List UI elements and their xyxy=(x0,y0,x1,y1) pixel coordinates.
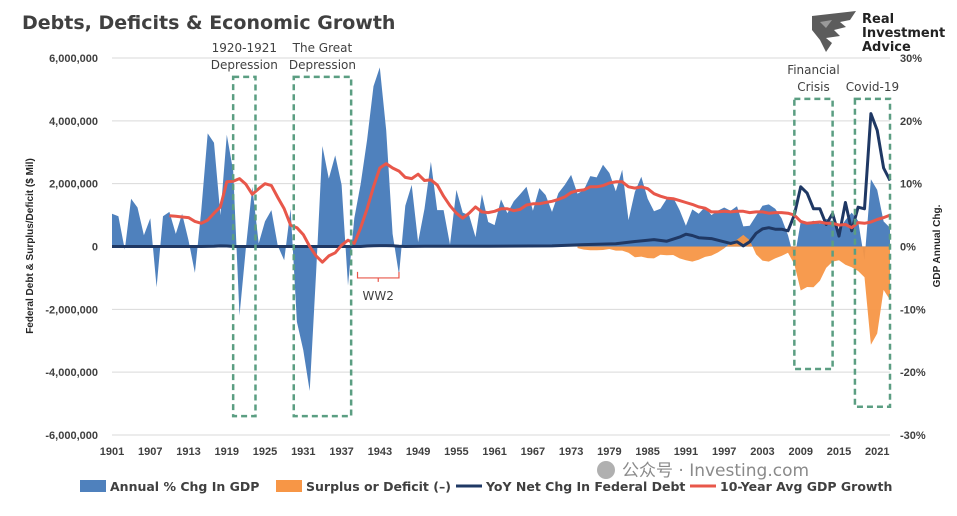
left-tick-label: 0 xyxy=(92,242,98,254)
x-tick-label: 1973 xyxy=(559,446,583,458)
annotation-label: Financial xyxy=(787,63,840,77)
right-tick-label: -20% xyxy=(900,367,926,379)
right-tick-label: -10% xyxy=(900,304,926,316)
right-tick-label: 10% xyxy=(900,179,922,191)
legend-label: Surplus or Deficit (–) xyxy=(306,479,451,494)
plot-area xyxy=(112,67,892,392)
left-tick-label: -2,000,000 xyxy=(45,304,98,316)
x-tick-label: 1985 xyxy=(635,446,659,458)
left-axis: 6,000,000 4,000,000 2,000,000 0 -2,000,000 -4… xyxy=(45,53,98,442)
x-tick-label: 1979 xyxy=(597,446,621,458)
annotation-label: 1920-1921 xyxy=(212,41,277,55)
x-tick-label: 1961 xyxy=(482,446,506,458)
annotation-box xyxy=(231,75,257,418)
x-tick-label: 1937 xyxy=(329,446,353,458)
logo-line2: Investment xyxy=(862,26,945,41)
annotation-label: Crisis xyxy=(797,80,829,94)
x-tick-label: 2003 xyxy=(750,446,774,458)
logo-line1: Real xyxy=(862,12,894,27)
ww2-bracket xyxy=(356,271,400,282)
x-tick-label: 1907 xyxy=(138,446,162,458)
right-tick-label: 20% xyxy=(900,116,922,128)
left-tick-label: -4,000,000 xyxy=(45,367,98,379)
series-area-0 xyxy=(112,67,890,392)
eagle-logo-icon xyxy=(812,11,856,52)
watermark-text: 公众号 · Investing.com xyxy=(622,461,809,481)
left-tick-label: -6,000,000 xyxy=(45,430,98,442)
x-tick-label: 2009 xyxy=(788,446,812,458)
left-tick-label: 4,000,000 xyxy=(49,116,98,128)
left-axis-title: Federal Debt & Surplus/Deficit ($ Mil) xyxy=(25,158,36,334)
legend-label: Annual % Chg In GDP xyxy=(110,479,259,494)
legend: Annual % Chg In GDP Surplus or Deficit (–… xyxy=(80,479,892,494)
ww2-label: WW2 xyxy=(363,289,394,303)
annotations: 1920-1921 Depression The Great Depression Fi… xyxy=(211,41,899,418)
legend-swatch xyxy=(80,480,106,492)
right-tick-label: -30% xyxy=(900,430,926,442)
annotation-label: The Great xyxy=(292,41,353,55)
right-axis-title: GDP Annual Chg. xyxy=(932,204,943,287)
right-tick-label: 0% xyxy=(900,242,916,254)
x-tick-label: 1943 xyxy=(368,446,392,458)
legend-swatch xyxy=(276,480,302,492)
annotation-box xyxy=(793,97,834,371)
series-line-2 xyxy=(112,112,892,248)
x-tick-label: 1919 xyxy=(215,446,239,458)
right-axis: 30% 20% 10% 0% -10% -20% -30% xyxy=(900,53,926,442)
annotation-label: Depression xyxy=(289,58,356,72)
left-tick-label: 2,000,000 xyxy=(49,179,98,191)
x-tick-label: 1967 xyxy=(521,446,545,458)
logo-line3: Advice xyxy=(862,40,911,55)
wechat-icon xyxy=(597,461,615,479)
left-tick-label: 6,000,000 xyxy=(49,53,98,65)
x-tick-label: 1991 xyxy=(674,446,698,458)
x-tick-label: 1913 xyxy=(176,446,200,458)
watermark: 公众号 · Investing.com xyxy=(597,461,809,481)
series-area-1 xyxy=(577,234,890,345)
x-axis: 1901 1907 1913 1919 1925 1931 1937 1943 1949 1955… xyxy=(100,446,890,458)
x-tick-label: 2021 xyxy=(865,446,889,458)
annotation-label: Depression xyxy=(211,58,278,72)
logo: Real Investment Advice xyxy=(812,11,945,55)
x-tick-label: 1949 xyxy=(406,446,430,458)
right-tick-label: 30% xyxy=(900,53,922,65)
x-tick-label: 1901 xyxy=(100,446,124,458)
chart-title: Debts, Deficits & Economic Growth xyxy=(22,12,395,34)
legend-label: YoY Net Chg In Federal Debt xyxy=(485,479,685,494)
x-tick-label: 1925 xyxy=(253,446,277,458)
annotation-box xyxy=(292,75,353,418)
legend-label: 10-Year Avg GDP Growth xyxy=(720,479,892,494)
x-tick-label: 1931 xyxy=(291,446,315,458)
annotation-label: Covid-19 xyxy=(846,80,899,94)
x-tick-label: 1955 xyxy=(444,446,468,458)
x-tick-label: 2015 xyxy=(827,446,851,458)
annotation-box xyxy=(853,97,892,408)
x-tick-label: 1997 xyxy=(712,446,736,458)
series-line-3 xyxy=(169,162,891,264)
